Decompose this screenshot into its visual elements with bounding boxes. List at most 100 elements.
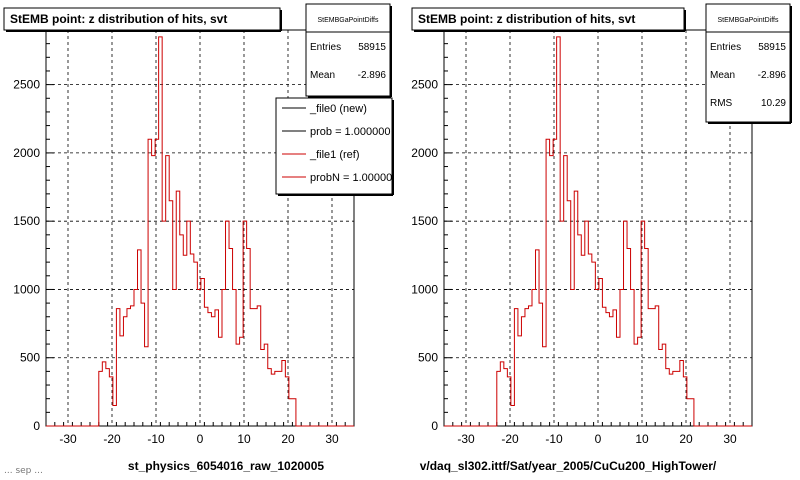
histogram-bin: [638, 337, 642, 426]
histogram-bin: [514, 309, 518, 426]
histogram-bin: [183, 255, 187, 426]
histogram-bin: [669, 374, 673, 426]
stats-value: -2.896: [758, 70, 787, 81]
x-tick-label: 10: [635, 432, 649, 446]
histogram-bin: [641, 221, 645, 426]
stats-label: RMS: [710, 98, 733, 109]
x-tick-label: 20: [281, 432, 295, 446]
histogram-bin: [631, 289, 635, 426]
histogram-bin: [557, 37, 561, 426]
histogram-bin: [130, 306, 134, 426]
histogram-bin: [169, 201, 173, 426]
stats-label: Mean: [710, 70, 735, 81]
histogram-bin: [624, 221, 628, 426]
x-tick-label: -30: [457, 432, 475, 446]
histogram-bin: [109, 377, 113, 426]
histogram-bin: [176, 191, 180, 426]
histogram-bin: [648, 309, 652, 426]
histogram-bin: [634, 344, 638, 426]
histogram-bin: [595, 289, 599, 426]
legend-label: _file0 (new): [309, 103, 367, 115]
histogram-bin: [666, 369, 670, 426]
x-tick-label: 30: [723, 432, 737, 446]
histogram-bin: [627, 248, 631, 426]
x-tick-label: 30: [325, 432, 339, 446]
histogram-bin: [240, 337, 244, 426]
histogram-series: [46, 36, 354, 427]
histogram-bin: [99, 371, 103, 426]
histogram-bin: [676, 371, 680, 426]
histogram-bin: [500, 362, 504, 426]
histogram-bin: [278, 371, 282, 426]
histogram-bin: [613, 310, 617, 426]
legend-label: prob = 1.000000: [310, 126, 390, 138]
histogram-bin: [148, 139, 152, 426]
histogram-bin: [261, 350, 265, 426]
footer-timestamp: ... sep ...: [4, 466, 43, 476]
y-tick-label: 2000: [411, 146, 438, 160]
histogram-bin: [222, 289, 226, 426]
histogram-bin: [102, 362, 106, 426]
histogram-bin: [655, 306, 659, 426]
x-tick-label: -10: [147, 432, 165, 446]
histogram-bin: [546, 139, 550, 426]
histogram-bin: [173, 289, 177, 426]
histogram-bin: [275, 371, 279, 426]
y-tick-label: 500: [418, 351, 438, 365]
x-tick-label: -10: [545, 432, 563, 446]
x-tick-label: 20: [679, 432, 693, 446]
x-tick-label: -30: [59, 432, 77, 446]
histogram-bin: [187, 221, 191, 426]
stats-value: 58915: [358, 42, 386, 53]
histogram-bin: [609, 317, 613, 426]
histogram-bin: [180, 235, 184, 426]
histogram-bin: [525, 309, 529, 426]
histogram-bin: [190, 254, 194, 426]
legend-items: _file0 (new) prob = 1.000000 _file1 (ref) p…: [282, 103, 392, 184]
histogram-bin: [511, 406, 515, 426]
y-tick-label: 2500: [13, 78, 40, 92]
chart-title: StEMB point: z distribution of hits, svt: [10, 12, 227, 26]
histogram-bin: [585, 221, 589, 426]
histogram-bin: [564, 156, 568, 426]
histogram-bin: [194, 262, 198, 426]
y-tick-label: 2500: [411, 78, 438, 92]
histogram-bin: [268, 369, 272, 426]
histogram-bin: [134, 289, 138, 426]
histogram-bin: [518, 336, 522, 426]
histogram-bin: [504, 369, 508, 426]
chart-2: -30 -20 -10 0 10 20 30 0 500 1000 1500 2000 2500 StEM…: [411, 3, 792, 473]
histogram-bin: [250, 309, 254, 426]
histogram-bin: [592, 262, 596, 426]
histogram-bin: [683, 377, 687, 426]
histogram-bin: [680, 360, 684, 426]
legend-label: _file1 (ref): [309, 149, 360, 161]
y-tick-label: 1000: [411, 282, 438, 296]
histogram-bin: [138, 250, 142, 426]
y-tick-label: 1000: [13, 282, 40, 296]
y-tick-label: 0: [33, 419, 40, 433]
histogram-bin: [215, 310, 219, 426]
y-tick-label: 1500: [13, 214, 40, 228]
stats-value: -2.896: [358, 70, 387, 81]
histogram-bin: [652, 309, 656, 426]
stats-value: 10.29: [761, 98, 786, 109]
y-tick-label: 1500: [411, 214, 438, 228]
stats-label: Mean: [310, 70, 335, 81]
histogram-bin: [243, 221, 247, 426]
histogram-bin: [254, 309, 258, 426]
chart-title: StEMB point: z distribution of hits, svt: [418, 12, 635, 26]
histogram-bin: [567, 201, 571, 426]
y-tick-label: 500: [20, 351, 40, 365]
histogram-bin: [229, 248, 233, 426]
stats-label: Entries: [310, 42, 341, 53]
y-tick-label: 2000: [13, 146, 40, 160]
histogram-bin: [145, 347, 149, 426]
stats-value: 58915: [758, 42, 786, 53]
histogram-bin: [645, 248, 649, 426]
histogram-bin: [588, 254, 592, 426]
histogram-bin: [159, 37, 163, 426]
histogram-bin: [574, 191, 578, 426]
stats-label: Entries: [710, 42, 741, 53]
histogram-bin: [606, 313, 610, 426]
